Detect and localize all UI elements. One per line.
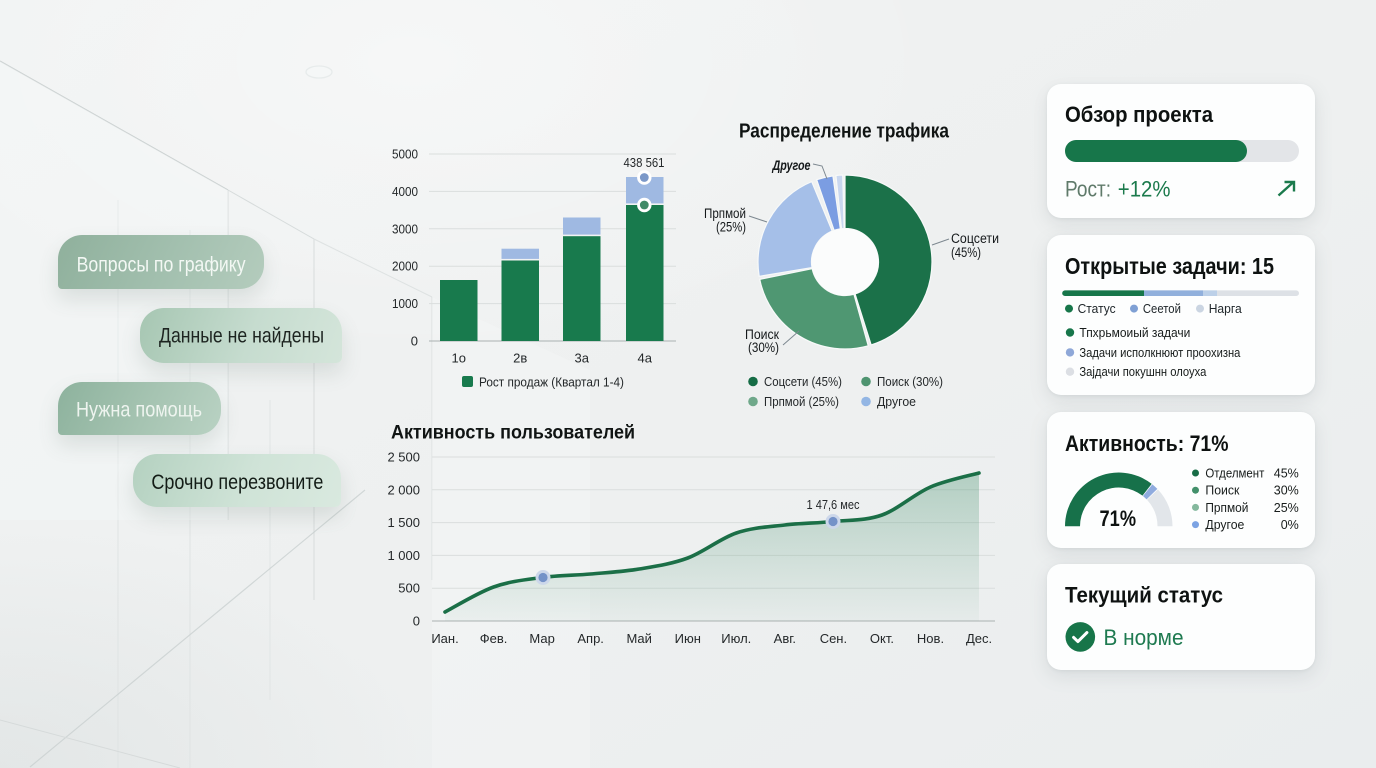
svg-text:Мар: Мар bbox=[529, 631, 554, 646]
svg-text:Авг.: Авг. bbox=[774, 631, 796, 646]
svg-text:Июл.: Июл. bbox=[721, 631, 751, 646]
svg-text:+12%: +12% bbox=[1118, 177, 1171, 202]
svg-text:(25%): (25%) bbox=[716, 220, 746, 235]
svg-text:Вопросы по графику: Вопросы по графику bbox=[77, 253, 246, 277]
svg-text:Май: Май bbox=[626, 631, 651, 646]
svg-text:Июн: Июн bbox=[675, 631, 701, 646]
svg-text:Зајдачи покушнн олоуха: Зајдачи покушнн олоуха bbox=[1079, 364, 1207, 379]
svg-text:Другое: Другое bbox=[1205, 518, 1244, 532]
svg-text:Текущий статус: Текущий статус bbox=[1065, 583, 1223, 608]
svg-text:Рост продаж (Квартал 1-4): Рост продаж (Квартал 1-4) bbox=[479, 375, 624, 390]
svg-text:Фев.: Фев. bbox=[480, 631, 508, 646]
svg-text:2 000: 2 000 bbox=[387, 482, 420, 497]
svg-text:Окт.: Окт. bbox=[870, 631, 894, 646]
svg-text:500: 500 bbox=[398, 581, 420, 596]
svg-text:5000: 5000 bbox=[392, 147, 418, 162]
svg-text:Соцсети (45%): Соцсети (45%) bbox=[764, 374, 842, 389]
svg-text:0%: 0% bbox=[1281, 518, 1299, 532]
svg-text:1 000: 1 000 bbox=[387, 548, 420, 563]
svg-text:438 561: 438 561 bbox=[624, 155, 665, 170]
svg-text:В норме: В норме bbox=[1104, 625, 1184, 650]
svg-text:Сеетой: Сеетой bbox=[1143, 302, 1181, 316]
svg-text:Поиск (30%): Поиск (30%) bbox=[877, 374, 943, 389]
svg-text:30%: 30% bbox=[1274, 484, 1299, 498]
svg-text:Активность пользователей: Активность пользователей bbox=[391, 423, 635, 444]
svg-text:Нов.: Нов. bbox=[917, 631, 944, 646]
svg-text:Прпмой: Прпмой bbox=[704, 206, 746, 221]
svg-text:Поиск: Поиск bbox=[745, 327, 779, 342]
svg-text:Другое: Другое bbox=[772, 158, 811, 173]
svg-text:25%: 25% bbox=[1274, 501, 1299, 515]
svg-text:45%: 45% bbox=[1274, 466, 1299, 480]
svg-text:Отделмент: Отделмент bbox=[1205, 466, 1264, 480]
svg-text:Нужна помощь: Нужна помощь bbox=[76, 398, 202, 422]
svg-text:Иан.: Иан. bbox=[431, 631, 458, 646]
svg-text:Обзор проекта: Обзор проекта bbox=[1065, 102, 1214, 127]
svg-text:Рост:: Рост: bbox=[1065, 177, 1111, 202]
svg-text:1 47,6 мес: 1 47,6 мес bbox=[807, 497, 860, 512]
svg-text:Открытые задачи: 15: Открытые задачи: 15 bbox=[1065, 253, 1274, 279]
svg-text:Другое: Другое bbox=[877, 394, 916, 409]
svg-text:Прпмой (25%): Прпмой (25%) bbox=[764, 394, 839, 409]
svg-text:1о: 1о bbox=[452, 351, 466, 366]
svg-text:4000: 4000 bbox=[392, 184, 418, 199]
svg-text:3000: 3000 bbox=[392, 221, 418, 236]
svg-text:Тпхрьмоиый задачи: Тпхрьмоиый задачи bbox=[1079, 325, 1190, 340]
svg-text:2000: 2000 bbox=[392, 259, 418, 274]
svg-text:0: 0 bbox=[413, 614, 420, 629]
svg-text:Нарга: Нарга bbox=[1209, 302, 1242, 316]
svg-text:1000: 1000 bbox=[392, 296, 418, 311]
svg-text:(30%): (30%) bbox=[748, 340, 779, 355]
svg-text:Срочно перезвоните: Срочно перезвоните bbox=[151, 470, 323, 494]
svg-text:Распределение трафика: Распределение трафика bbox=[739, 121, 950, 143]
svg-text:Соцсети: Соцсети bbox=[951, 231, 999, 246]
svg-text:(45%): (45%) bbox=[951, 245, 981, 260]
svg-text:Статус: Статус bbox=[1078, 302, 1116, 316]
svg-text:Активность: 71%: Активность: 71% bbox=[1065, 431, 1229, 456]
svg-text:0: 0 bbox=[411, 334, 418, 349]
svg-text:Данные не найдены: Данные не найдены bbox=[159, 324, 324, 348]
svg-text:3а: 3а bbox=[575, 351, 590, 366]
svg-text:Поиск: Поиск bbox=[1205, 484, 1240, 498]
svg-text:4а: 4а bbox=[638, 351, 653, 366]
svg-text:Апр.: Апр. bbox=[577, 631, 604, 646]
svg-text:2в: 2в bbox=[513, 351, 527, 366]
svg-text:71%: 71% bbox=[1100, 506, 1137, 531]
svg-text:Дес.: Дес. bbox=[966, 631, 992, 646]
svg-text:Сен.: Сен. bbox=[820, 631, 847, 646]
svg-text:Задачи исполкнюют проохизна: Задачи исполкнюют проохизна bbox=[1079, 345, 1241, 360]
svg-text:1 500: 1 500 bbox=[387, 515, 420, 530]
svg-text:Прпмой: Прпмой bbox=[1205, 501, 1248, 515]
svg-text:2 500: 2 500 bbox=[387, 450, 420, 465]
